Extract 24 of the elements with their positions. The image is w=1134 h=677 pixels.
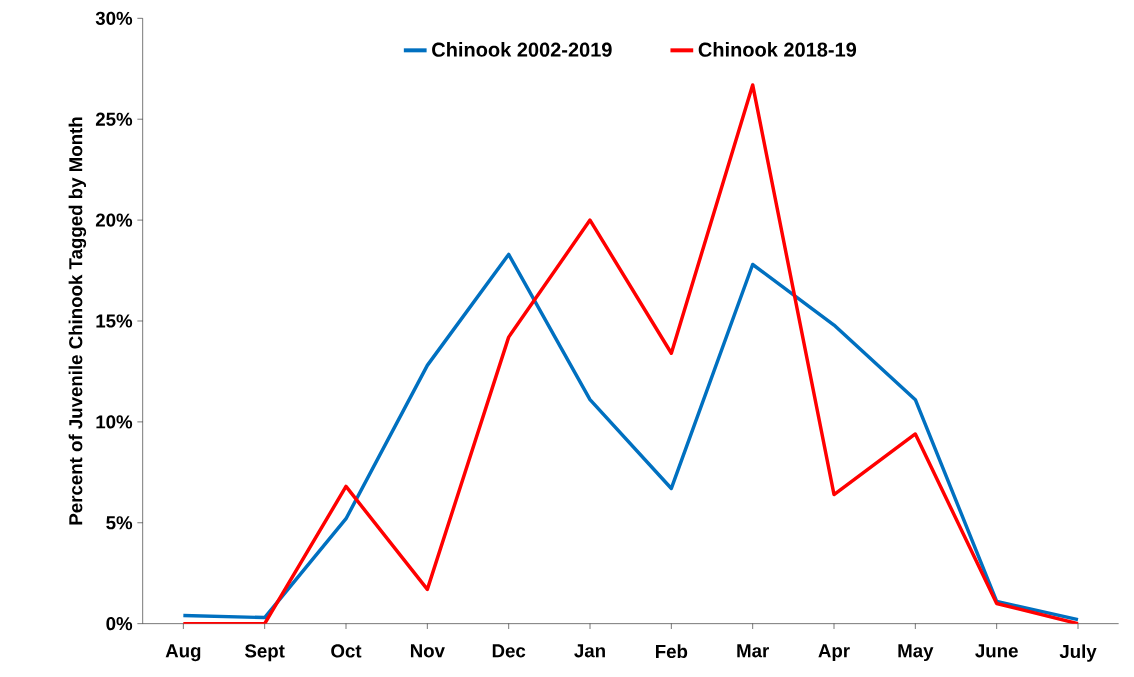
y-axis-title: Percent of Juvenile Chinook Tagged by Month bbox=[68, 117, 87, 525]
x-tick-label: Mar bbox=[737, 644, 769, 658]
line-series bbox=[181, 83, 1080, 624]
x-tick-label: Jan bbox=[574, 644, 605, 658]
x-tick-label: July bbox=[1059, 644, 1097, 662]
x-tick-label: Feb bbox=[656, 644, 688, 659]
y-tick-label: 30% bbox=[95, 11, 133, 25]
y-tick-label: 0% bbox=[106, 617, 133, 631]
y-tick-label: 15% bbox=[96, 314, 133, 328]
y-tick-label: 25% bbox=[95, 112, 133, 126]
x-tick-label: Sept bbox=[244, 644, 285, 662]
legend-label: Chinook 2018-19 bbox=[698, 42, 857, 57]
y-tick-label: 20% bbox=[95, 213, 133, 227]
x-tick-label: June bbox=[975, 644, 1018, 658]
x-tick-label: Nov bbox=[410, 644, 445, 658]
y-tick-label: 10% bbox=[96, 415, 133, 429]
legend-label: Chinook 2002-2019 bbox=[432, 42, 612, 57]
x-tick-label: Apr bbox=[818, 644, 850, 662]
y-tick-label: 5% bbox=[106, 516, 133, 530]
x-tick-label: Aug bbox=[165, 644, 201, 662]
line-series bbox=[181, 252, 1080, 622]
x-tick-label: May bbox=[898, 644, 934, 662]
x-tick-label: Oct bbox=[331, 644, 362, 658]
x-tick-label: Dec bbox=[492, 644, 526, 658]
